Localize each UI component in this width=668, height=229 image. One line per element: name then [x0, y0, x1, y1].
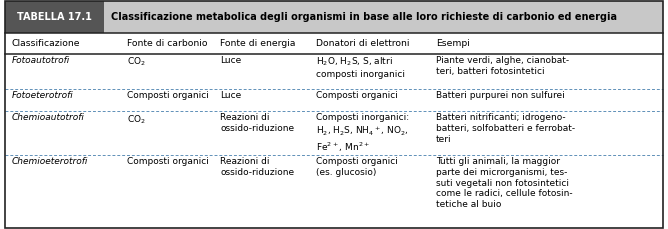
Bar: [5, 111, 663, 155]
Bar: [5, 1, 663, 33]
Text: Chemioeterotrofi: Chemioeterotrofi: [11, 157, 88, 166]
Text: Classificazione metabolica degli organismi in base alle loro richieste di carbon: Classificazione metabolica degli organis…: [111, 12, 617, 22]
Text: Chemioautotrofi: Chemioautotrofi: [11, 113, 84, 122]
Text: Fotoautotrofi: Fotoautotrofi: [11, 56, 69, 65]
Bar: [5, 54, 663, 89]
Text: Reazioni di
ossido-riduzione: Reazioni di ossido-riduzione: [220, 157, 295, 177]
Text: Composti organici
(es. glucosio): Composti organici (es. glucosio): [316, 157, 398, 177]
Bar: [5, 155, 663, 228]
Text: Luce: Luce: [220, 56, 242, 65]
Text: CO$_2$: CO$_2$: [127, 56, 146, 68]
Text: Piante verdi, alghe, cianobat-
teri, batteri fotosintetici: Piante verdi, alghe, cianobat- teri, bat…: [436, 56, 569, 76]
Text: Batteri nitrificanti; idrogeno-
batteri, solfobatteri e ferrobat-
teri: Batteri nitrificanti; idrogeno- batteri,…: [436, 113, 575, 144]
Bar: [5, 1, 104, 33]
Text: Esempi: Esempi: [436, 39, 470, 48]
Text: Composti inorganici:
H$_2$, H$_2$S, NH$_4$$^+$, NO$_2$,
Fe$^{2+}$, Mn$^{2+}$: Composti inorganici: H$_2$, H$_2$S, NH$_…: [316, 113, 409, 154]
Text: TABELLA 17.1: TABELLA 17.1: [17, 12, 92, 22]
Bar: [5, 33, 663, 54]
Text: Luce: Luce: [220, 91, 242, 100]
Text: Fonte di energia: Fonte di energia: [220, 39, 296, 48]
Text: Reazioni di
ossido-riduzione: Reazioni di ossido-riduzione: [220, 113, 295, 133]
Text: Fonte di carbonio: Fonte di carbonio: [127, 39, 208, 48]
Text: Composti organici: Composti organici: [127, 91, 209, 100]
Text: Composti organici: Composti organici: [127, 157, 209, 166]
Text: Composti organici: Composti organici: [316, 91, 398, 100]
Text: Tutti gli animali, la maggior
parte dei microrganismi, tes-
suti vegetali non fo: Tutti gli animali, la maggior parte dei …: [436, 157, 573, 209]
Bar: [5, 89, 663, 111]
Text: CO$_2$: CO$_2$: [127, 113, 146, 126]
Text: H$_2$O, H$_2$S, S, altri
composti inorganici: H$_2$O, H$_2$S, S, altri composti inorga…: [316, 56, 405, 79]
Text: Classificazione: Classificazione: [11, 39, 80, 48]
Text: Donatori di elettroni: Donatori di elettroni: [316, 39, 409, 48]
Text: Batteri purpurei non sulfurei: Batteri purpurei non sulfurei: [436, 91, 565, 100]
Text: Fotoeterotrofi: Fotoeterotrofi: [11, 91, 73, 100]
